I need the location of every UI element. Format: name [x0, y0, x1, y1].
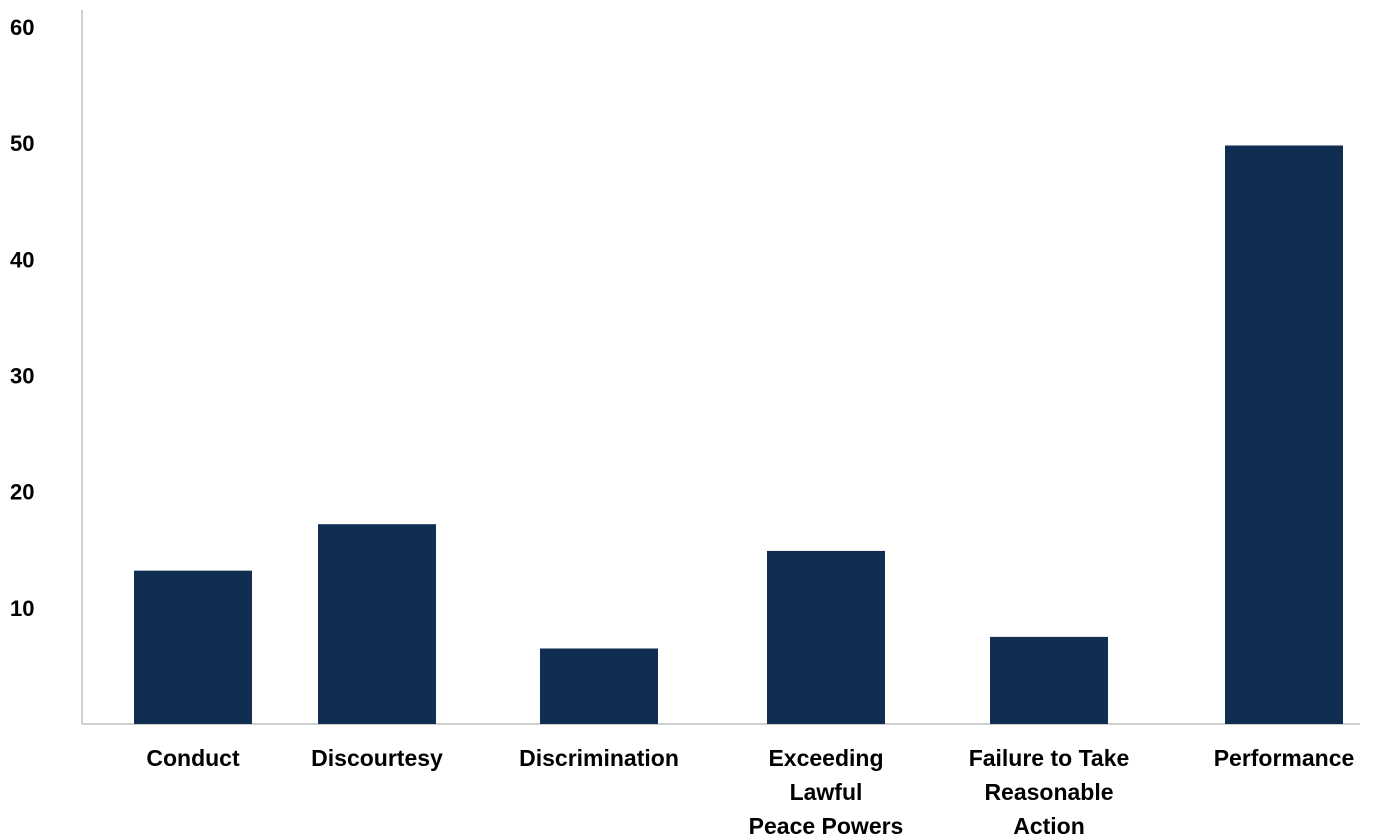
bar-exceeding-lawful-peace-powers [767, 550, 885, 724]
x-tick-label-line: Peace Powers [749, 813, 904, 836]
y-tick-label: 60 [10, 15, 34, 40]
bar-discrimination [540, 648, 658, 724]
category-labels: Conduct Discourtesy Discrimination Exceedin… [146, 745, 1354, 836]
x-tick-label: Conduct [146, 745, 240, 771]
x-tick-label-line: Discrimination [519, 745, 679, 771]
x-tick-label: Exceeding Lawful Peace Powers [749, 745, 904, 836]
y-tick-label: 40 [10, 247, 34, 272]
bars [134, 145, 1343, 725]
x-tick-label-line: Exceeding [768, 745, 883, 771]
bar-discourtesy [318, 524, 436, 724]
x-tick-label-line: Performance [1214, 745, 1355, 771]
x-tick-label: Failure to Take Reasonable Action [969, 745, 1130, 836]
y-tick-label: 10 [10, 596, 34, 621]
x-tick-label-line: Failure to Take [969, 745, 1130, 771]
x-tick-label: Discourtesy [311, 745, 443, 771]
x-tick-label: Discrimination [519, 745, 679, 771]
y-axis: 10 20 30 40 50 60 [10, 10, 83, 724]
x-tick-label-line: Reasonable [984, 779, 1113, 805]
x-tick-label-line: Action [1013, 813, 1085, 836]
x-tick-label-line: Discourtesy [311, 745, 443, 771]
y-tick-label: 20 [10, 480, 34, 505]
y-tick-label: 30 [10, 364, 34, 389]
x-tick-label-line: Lawful [790, 779, 863, 805]
bar-failure-to-take-reasonable-action [990, 636, 1108, 724]
x-tick-label-line: Conduct [146, 745, 240, 771]
x-tick-label: Performance [1214, 745, 1355, 771]
bar-performance [1225, 145, 1343, 725]
bar-conduct [134, 570, 252, 724]
y-tick-label: 50 [10, 131, 34, 156]
